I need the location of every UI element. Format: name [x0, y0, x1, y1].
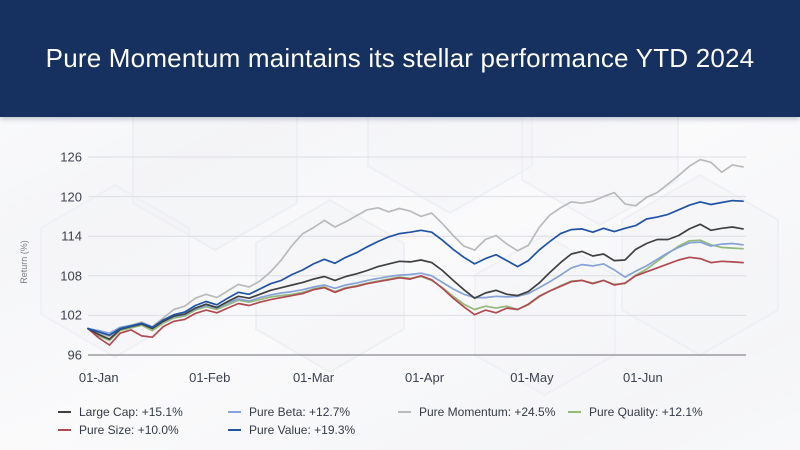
y-tick-label: 114 — [61, 228, 82, 244]
header-banner: Pure Momentum maintains its stellar perf… — [0, 0, 800, 117]
legend-label: Pure Value: +19.3% — [249, 423, 356, 437]
legend-label: Large Cap: +15.1% — [79, 405, 183, 419]
legend-label: Pure Quality: +12.1% — [589, 405, 703, 419]
y-tick-label: 102 — [60, 307, 82, 323]
series-line-pure-size — [87, 256, 744, 346]
y-tick-label: 108 — [60, 268, 82, 284]
x-tick-label: 01-May — [510, 370, 554, 385]
y-axis-title: Return (%) — [19, 240, 29, 284]
legend-item-large-cap: Large Cap: +15.1% — [58, 403, 183, 421]
legend-swatch — [228, 411, 241, 413]
legend-label: Pure Size: +10.0% — [79, 423, 179, 437]
chart-gridlines — [88, 156, 746, 356]
legend-swatch — [58, 429, 71, 431]
legend-item-pure-beta: Pure Beta: +12.7% — [228, 403, 350, 421]
legend-swatch — [398, 411, 411, 413]
x-tick-label: 01-Jun — [623, 370, 663, 385]
series-line-pure-beta — [87, 241, 744, 335]
series-line-pure-value — [87, 199, 744, 337]
legend-item-pure-size: Pure Size: +10.0% — [58, 421, 179, 439]
legend-item-pure-quality: Pure Quality: +12.1% — [568, 403, 703, 421]
legend-swatch — [568, 411, 581, 413]
legend-swatch — [228, 429, 241, 431]
legend-label: Pure Beta: +12.7% — [249, 405, 351, 419]
x-tick-label: 01-Mar — [292, 370, 335, 385]
legend-label: Pure Momentum: +24.5% — [419, 405, 556, 419]
series-line-pure-momentum — [87, 158, 744, 338]
chart-legend: Large Cap: +15.1% Pure Beta: +12.7% Pure M… — [58, 403, 778, 439]
slide-title: Pure Momentum maintains its stellar perf… — [45, 43, 755, 73]
y-tick-label: 126 — [60, 149, 82, 165]
series-line-large-cap — [87, 223, 744, 341]
legend-row: Pure Size: +10.0% Pure Value: +19.3% — [58, 421, 778, 439]
y-tick-label: 120 — [60, 189, 82, 205]
x-tick-label: 01-Jan — [78, 370, 119, 385]
y-tick-label: 96 — [67, 347, 82, 363]
legend-row: Large Cap: +15.1% Pure Beta: +12.7% Pure M… — [58, 403, 778, 421]
legend-item-pure-momentum: Pure Momentum: +24.5% — [398, 403, 555, 421]
x-tick-label: 01-Apr — [405, 370, 445, 385]
series-line-pure-quality — [87, 239, 744, 342]
chart-series-lines — [87, 158, 744, 346]
x-tick-label: 01-Feb — [189, 370, 231, 385]
legend-swatch — [58, 411, 71, 413]
legend-item-pure-value: Pure Value: +19.3% — [228, 421, 355, 439]
